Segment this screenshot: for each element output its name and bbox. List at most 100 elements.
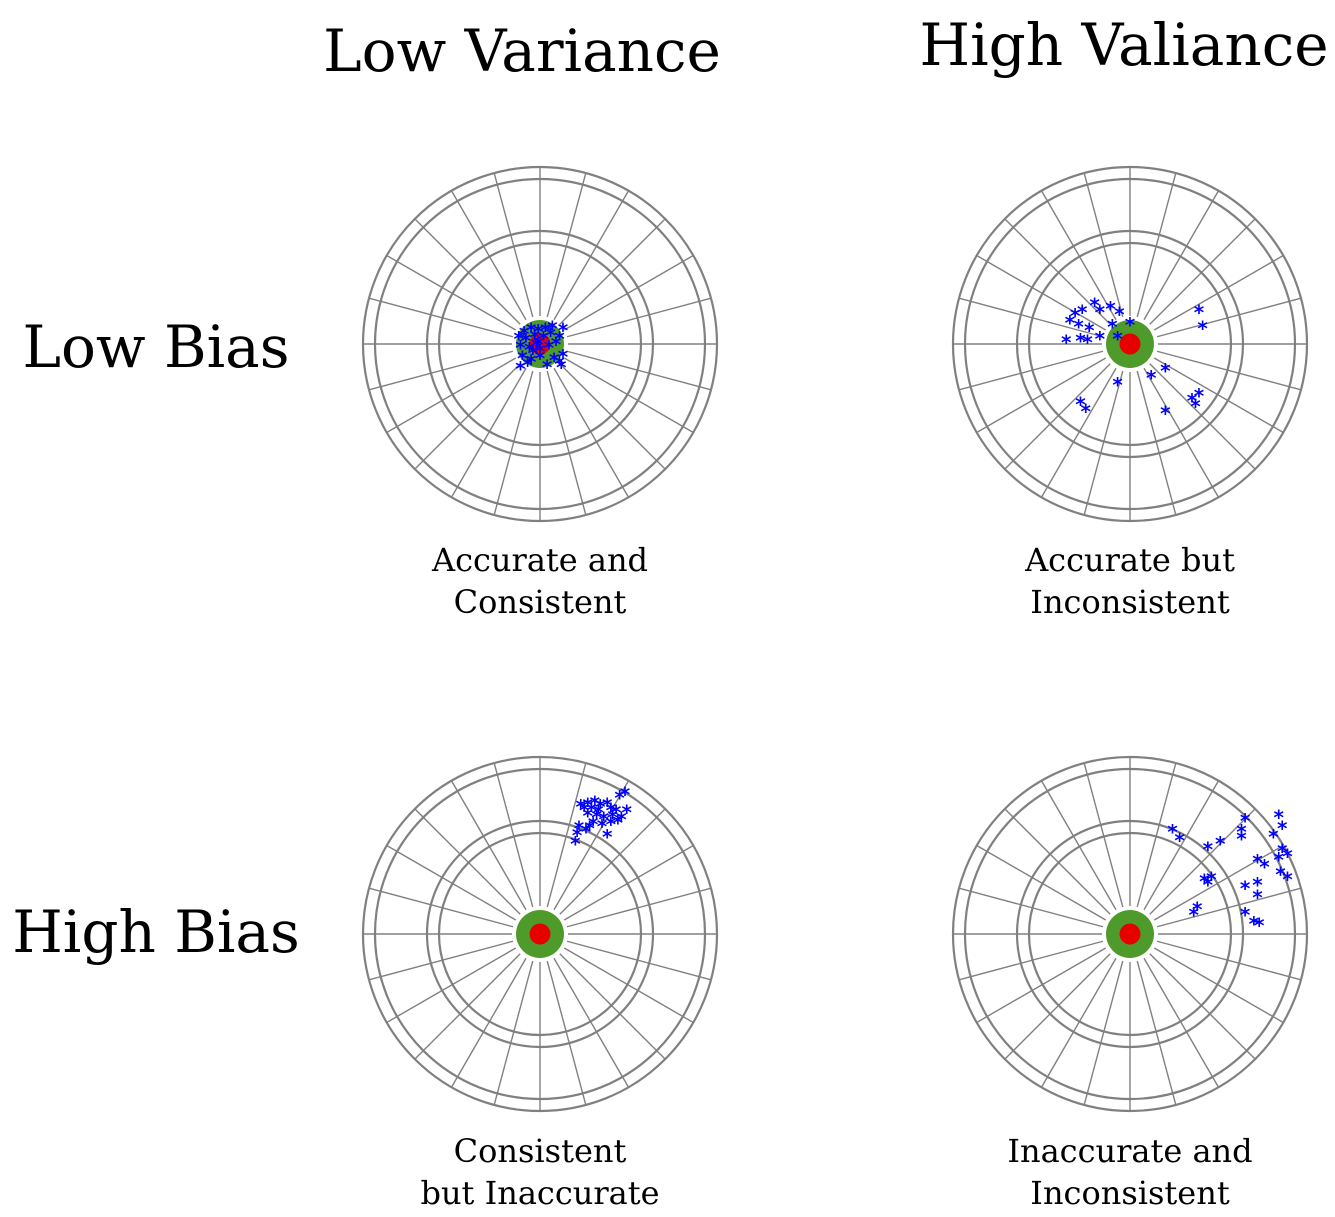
shot-marker: * <box>542 355 553 379</box>
board-spoke <box>976 947 1107 1024</box>
shot-marker: * <box>1268 825 1279 849</box>
board-spoke <box>563 947 694 1024</box>
shot-marker: * <box>1194 301 1205 325</box>
shot-marker: * <box>586 799 597 823</box>
board-spoke <box>1004 363 1111 470</box>
bullseye-center <box>529 923 551 945</box>
board-spoke <box>1083 370 1124 516</box>
board-spoke <box>1083 960 1124 1106</box>
board-spoke <box>493 762 534 908</box>
column-heading-low-variance: Low Variance <box>323 17 721 85</box>
board-spoke <box>450 957 527 1088</box>
board-ring <box>1027 241 1233 447</box>
shot-marker: * <box>597 814 608 838</box>
shot-marker: * <box>521 329 532 353</box>
board-ring <box>361 755 719 1113</box>
shot-marker: * <box>1160 359 1171 383</box>
target-inaccurate-and-inconsistent: ** *********** ***** ** **** **** <box>951 755 1309 1113</box>
board-ring <box>1015 819 1245 1049</box>
shot-marker: * <box>533 332 544 356</box>
shot-marker: * <box>1236 827 1247 851</box>
shot-marker: * <box>1199 869 1210 893</box>
shot-marker: * <box>1203 838 1214 862</box>
board-spoke <box>566 887 712 928</box>
shot-marker: * <box>549 348 560 372</box>
shot-marker: * <box>556 355 567 379</box>
board-spoke <box>493 370 534 516</box>
shot-marker: * <box>616 807 627 831</box>
board-spoke <box>559 363 666 470</box>
board-spoke <box>553 780 630 911</box>
board-spoke <box>1143 367 1220 498</box>
shot-marker: * <box>598 807 609 831</box>
bullseye-center <box>1119 333 1141 355</box>
board-ring <box>425 819 655 1049</box>
board-spoke <box>1136 370 1177 516</box>
board-spoke <box>450 190 527 321</box>
shot-marker: * <box>522 354 533 378</box>
shot-marker: * <box>1249 912 1260 936</box>
shot-marker: * <box>1254 914 1265 938</box>
shot-marker: * <box>1236 820 1247 844</box>
board-spoke <box>368 940 514 981</box>
shot-marker: * <box>1146 366 1157 390</box>
board-spoke <box>1136 762 1177 908</box>
board-spoke <box>559 218 666 325</box>
shot-marker: * <box>1206 868 1217 892</box>
shot-marker: * <box>579 799 590 823</box>
caption-consistent-but-inaccurate-line-1: Consistent <box>454 1132 627 1170</box>
board-spoke <box>546 762 587 908</box>
shot-marker: * <box>517 347 528 371</box>
board-spoke <box>368 350 514 391</box>
board-spoke <box>1040 367 1117 498</box>
shot-marker: * <box>1167 820 1178 844</box>
shot-marker: * <box>584 816 595 840</box>
column-heading-high-variance: High Valiance <box>919 11 1328 79</box>
shot-marker: * <box>533 320 544 344</box>
board-spoke <box>976 357 1107 434</box>
board-spoke <box>386 254 517 331</box>
board-spoke <box>566 297 712 338</box>
shot-marker: * <box>535 347 546 371</box>
board-spoke <box>1143 190 1220 321</box>
board-spoke <box>1156 887 1302 928</box>
board-spoke <box>1143 957 1220 1088</box>
shot-marker: * <box>613 811 624 835</box>
board-spoke <box>1004 808 1111 915</box>
board-spoke <box>976 254 1107 331</box>
board-spoke <box>976 844 1107 921</box>
shot-marker: * <box>1065 311 1076 335</box>
shot-marker: * <box>1252 885 1263 909</box>
shot-marker: * <box>1194 384 1205 408</box>
shot-marker: * <box>1112 327 1123 351</box>
caption-accurate-and-consistent-line-1: Accurate and <box>431 541 648 579</box>
board-spoke <box>1156 297 1302 338</box>
shot-marker: * <box>614 786 625 810</box>
board-spoke <box>414 363 521 470</box>
shot-marker: * <box>1192 898 1203 922</box>
board-spoke <box>958 940 1104 981</box>
board-spoke <box>1083 172 1124 318</box>
board-spoke <box>563 844 694 921</box>
target-accurate-but-inconsistent: ** ** ** *** * *** * ************* <box>951 165 1309 523</box>
board-spoke <box>566 350 712 391</box>
bullseye-center <box>1119 923 1141 945</box>
shot-marker: * <box>590 791 601 815</box>
board-spoke <box>553 957 630 1088</box>
row-heading-high-bias: High Bias <box>12 898 300 966</box>
shot-marker: * <box>602 793 613 817</box>
shot-marker: * <box>572 823 583 847</box>
shot-marker: * <box>558 318 569 342</box>
shot-marker: * <box>1125 313 1136 337</box>
board-spoke <box>450 780 527 911</box>
shot-marker: * <box>621 800 632 824</box>
board-spoke <box>414 218 521 325</box>
board-spoke <box>368 297 514 338</box>
shot-marker: * <box>581 820 592 844</box>
shot-marker: * <box>611 800 622 824</box>
shot-marker: * <box>1240 876 1251 900</box>
shot-marker: * <box>1061 331 1072 355</box>
shot-marker: * <box>540 318 551 342</box>
shot-marker: * <box>531 334 542 358</box>
shot-marker: * <box>526 350 537 374</box>
